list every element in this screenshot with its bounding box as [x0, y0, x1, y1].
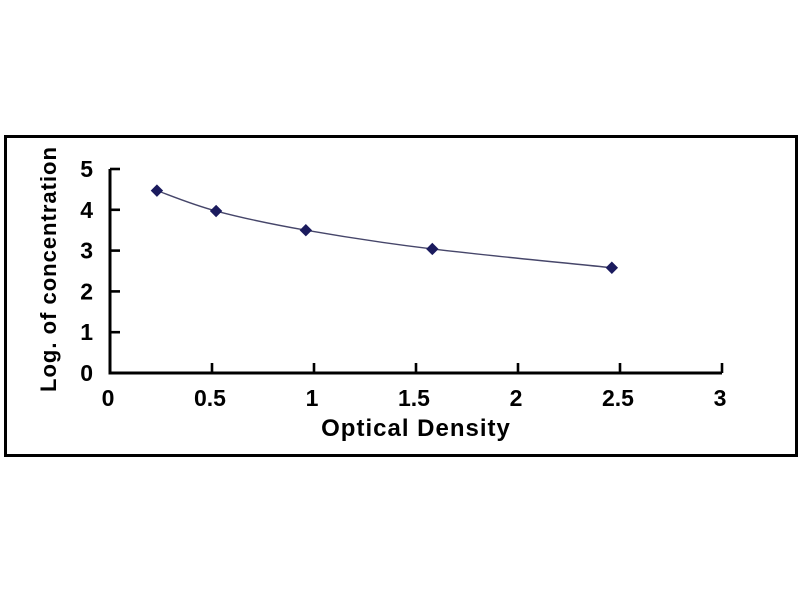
y-axis-title: Log. of concentration: [36, 146, 61, 392]
x-tick-label: 3: [714, 385, 727, 411]
data-point-marker: [209, 204, 223, 218]
x-tick-label: 1: [306, 385, 319, 411]
data-point-marker: [150, 184, 164, 197]
x-tick-label: 1.5: [398, 385, 430, 411]
data-point-marker: [299, 223, 313, 237]
y-tick-label: 3: [80, 238, 93, 264]
x-tick-label: 0: [102, 385, 115, 411]
y-tick-label: 4: [80, 197, 93, 223]
y-tick-label: 0: [80, 360, 93, 386]
y-tick-label: 5: [80, 156, 93, 182]
data-point-marker: [605, 261, 619, 274]
y-tick-label: 1: [80, 319, 93, 345]
x-tick-label: 2.5: [602, 385, 634, 411]
axes-lines: [108, 169, 722, 375]
chart-frame: [4, 135, 798, 457]
x-tick-label: 0.5: [194, 385, 226, 411]
curve-line: [156, 189, 612, 269]
x-tick-label: 2: [510, 385, 523, 411]
x-axis-title: Optical Density: [321, 415, 511, 442]
data-point-marker: [426, 242, 439, 256]
y-tick-label: 2: [80, 278, 93, 304]
